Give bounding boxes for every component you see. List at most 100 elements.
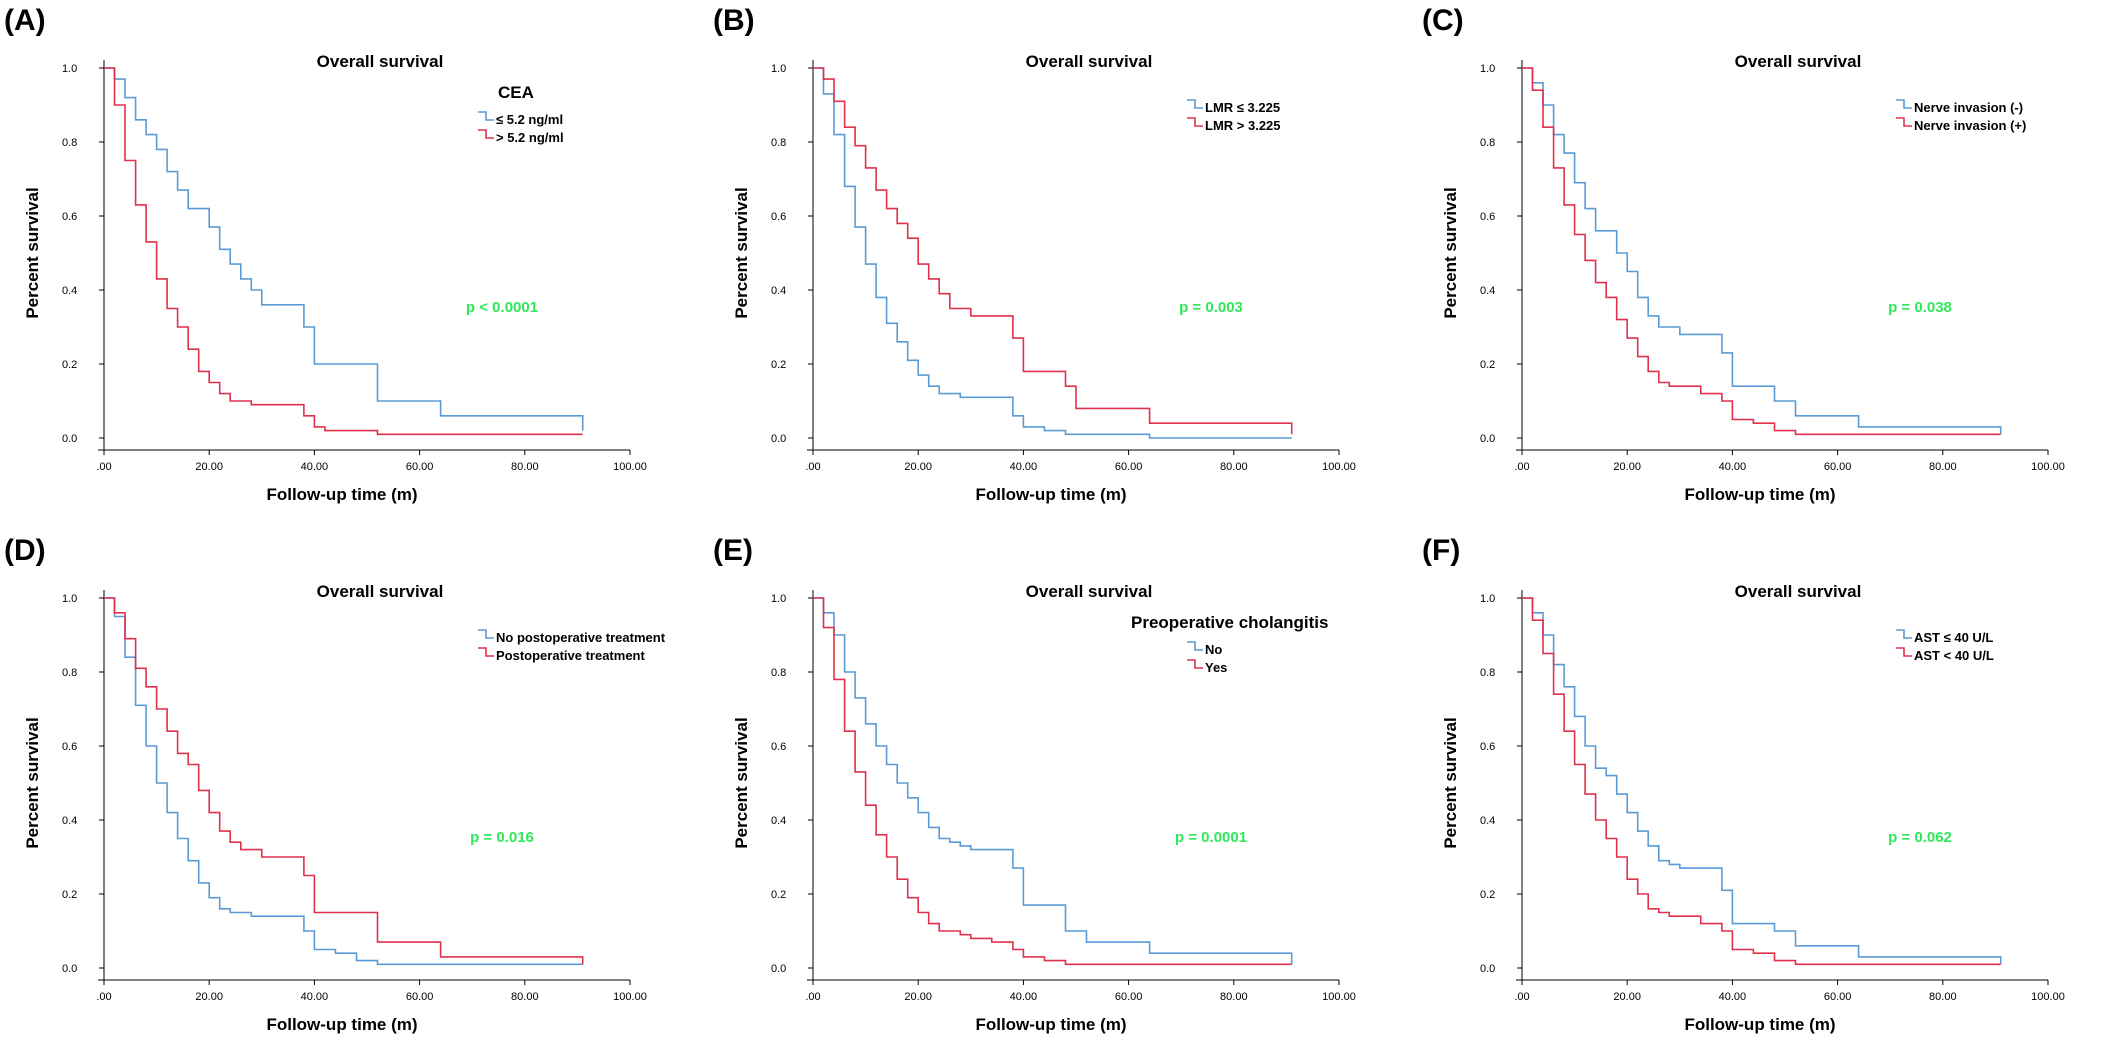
y-axis-label: Percent survival	[1441, 187, 1460, 318]
x-tick-label: 100.00	[2031, 991, 2065, 1003]
x-tick-label: 40.00	[301, 991, 329, 1003]
x-tick-label: 80.00	[511, 991, 539, 1003]
survival-curve-red	[813, 597, 1292, 966]
y-tick-label: 0.4	[771, 815, 786, 827]
survival-curve-blue	[104, 597, 583, 966]
p-value: p = 0.0001	[1175, 829, 1247, 846]
y-axis-label: Percent survival	[23, 187, 42, 318]
chart-title: Overall survival	[1026, 52, 1153, 71]
x-axis-label: Follow-up time (m)	[266, 485, 417, 504]
legend-entry: LMR > 3.225	[1205, 118, 1281, 133]
p-value: p = 0.062	[1888, 829, 1952, 846]
x-tick-label: 20.00	[195, 991, 223, 1003]
panel-label: (A)	[4, 4, 46, 37]
legend-entry: > 5.2 ng/ml	[496, 130, 564, 145]
legend-entry: AST ≤ 40 U/L	[1914, 630, 1993, 645]
x-tick-label: 20.00	[904, 991, 932, 1003]
x-tick-label: 60.00	[1115, 461, 1143, 473]
legend-swatch	[1187, 117, 1203, 127]
survival-curve-blue	[104, 67, 584, 431]
x-tick-label: 100.00	[2031, 461, 2065, 473]
y-axis-label: Percent survival	[732, 717, 751, 848]
p-value: p = 0.038	[1888, 299, 1952, 316]
y-tick-label: 1.0	[771, 63, 786, 75]
x-tick-label: 100.00	[613, 461, 647, 473]
y-tick-label: 0.6	[62, 211, 77, 223]
y-tick-label: 1.0	[1480, 63, 1495, 75]
km-panel-e: (E) Overall survival 0.0 0.2 0.4 0.6 0.8 1.0 .00…	[713, 534, 1356, 1034]
y-axis-label: Percent survival	[732, 187, 751, 318]
x-tick-label: 40.00	[1010, 461, 1038, 473]
y-tick-label: 0.6	[62, 741, 77, 753]
km-panel-c: (C) Overall survival 0.0 0.2 0.4 0.6 0.8 1.0 .00…	[1422, 4, 2065, 504]
x-tick-label: 60.00	[406, 991, 434, 1003]
survival-curve-red	[1522, 67, 2001, 436]
legend-title: CEA	[498, 83, 534, 102]
y-tick-label: 1.0	[771, 593, 786, 605]
x-tick-label: 40.00	[1010, 991, 1038, 1003]
y-tick-label: 0.0	[1480, 433, 1495, 445]
y-tick-label: 0.0	[62, 963, 77, 975]
km-panel-a: (A) Overall survival 0.0 0.2 0.4 0.6 0.8 1.0 .00…	[4, 4, 647, 504]
y-tick-label: 0.8	[62, 667, 77, 679]
y-tick-label: 0.2	[1480, 359, 1495, 371]
x-tick-label: .00	[1514, 991, 1529, 1003]
survival-curve-blue	[1522, 67, 2002, 435]
chart-title: Overall survival	[317, 582, 444, 601]
x-tick-label: .00	[96, 991, 111, 1003]
y-tick-label: 0.2	[62, 359, 77, 371]
x-tick-label: 100.00	[613, 991, 647, 1003]
y-tick-label: 0.2	[771, 889, 786, 901]
survival-curve-blue	[1522, 597, 2002, 965]
y-tick-label: 1.0	[1480, 593, 1495, 605]
legend-entry: Yes	[1205, 660, 1227, 675]
y-tick-label: 0.2	[1480, 889, 1495, 901]
x-tick-label: 60.00	[406, 461, 434, 473]
y-tick-label: 0.8	[1480, 137, 1495, 149]
y-tick-label: 0.6	[1480, 211, 1495, 223]
survival-curve-red	[1522, 597, 2001, 966]
panel-label: (C)	[1422, 4, 1464, 37]
y-tick-label: 0.6	[771, 741, 786, 753]
y-axis-label: Percent survival	[23, 717, 42, 848]
chart-title: Overall survival	[1735, 582, 1862, 601]
legend-swatch	[478, 129, 494, 139]
x-tick-label: 80.00	[1220, 461, 1248, 473]
legend-entry: No	[1205, 642, 1222, 657]
x-tick-label: .00	[805, 991, 820, 1003]
x-tick-label: 20.00	[1613, 461, 1641, 473]
y-tick-label: 0.8	[771, 137, 786, 149]
km-panel-f: (F) Overall survival 0.0 0.2 0.4 0.6 0.8 1.0 .00…	[1422, 534, 2065, 1034]
p-value: p = 0.016	[470, 829, 534, 846]
x-tick-label: 100.00	[1322, 991, 1356, 1003]
legend-swatch	[1896, 629, 1912, 639]
survival-curve-red	[813, 67, 1293, 435]
legend-entry: Nerve invasion (+)	[1914, 118, 2026, 133]
y-tick-label: 1.0	[62, 593, 77, 605]
chart-title: Overall survival	[1026, 582, 1153, 601]
x-tick-label: 80.00	[1929, 461, 1957, 473]
survival-curve-blue	[813, 597, 1293, 965]
y-tick-label: 0.6	[1480, 741, 1495, 753]
x-tick-label: 40.00	[301, 461, 329, 473]
y-tick-label: 0.2	[62, 889, 77, 901]
x-axis-label: Follow-up time (m)	[266, 1015, 417, 1034]
y-tick-label: 0.6	[771, 211, 786, 223]
survival-curve-blue	[813, 67, 1292, 439]
x-tick-label: 80.00	[1220, 991, 1248, 1003]
legend-entry: No postoperative treatment	[496, 630, 666, 645]
chart-title: Overall survival	[317, 52, 444, 71]
panel-label: (D)	[4, 534, 46, 567]
y-tick-label: 0.8	[1480, 667, 1495, 679]
x-tick-label: 20.00	[195, 461, 223, 473]
survival-curve-red	[104, 67, 583, 436]
x-tick-label: 40.00	[1719, 991, 1747, 1003]
legend-entry: ≤ 5.2 ng/ml	[496, 112, 563, 127]
legend-swatch	[478, 629, 494, 639]
legend-entry: LMR ≤ 3.225	[1205, 100, 1280, 115]
x-tick-label: 60.00	[1824, 461, 1852, 473]
x-tick-label: 60.00	[1115, 991, 1143, 1003]
y-tick-label: 1.0	[62, 63, 77, 75]
x-tick-label: 40.00	[1719, 461, 1747, 473]
